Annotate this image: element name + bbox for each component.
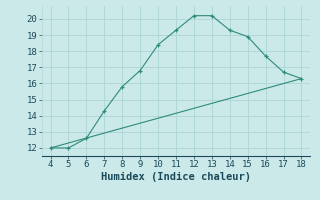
- X-axis label: Humidex (Indice chaleur): Humidex (Indice chaleur): [101, 172, 251, 182]
